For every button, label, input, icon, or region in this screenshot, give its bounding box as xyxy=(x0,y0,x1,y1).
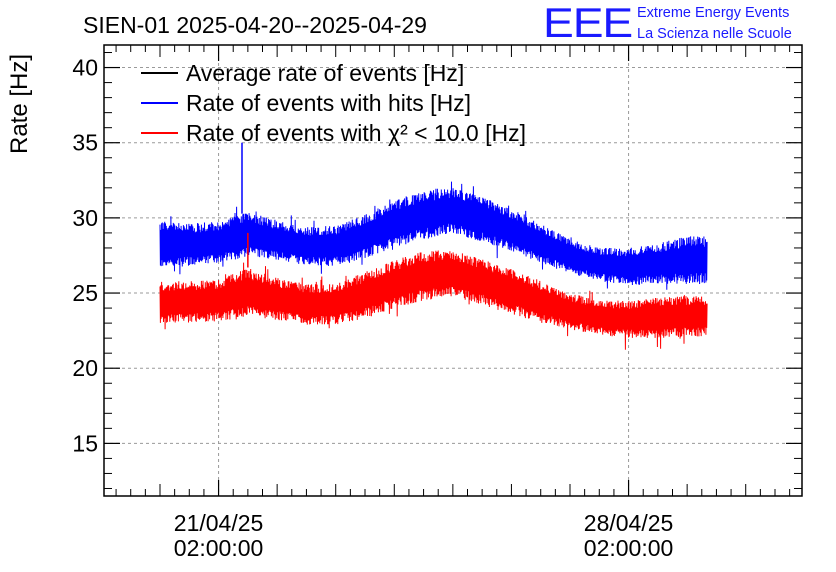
axis-ticks: 15202530354021/04/2502:00:0028/04/2502:0… xyxy=(72,45,802,561)
y-tick-label: 25 xyxy=(72,280,98,306)
series-chi2 xyxy=(159,232,708,350)
series-hits xyxy=(159,142,708,290)
y-axis-label: Rate [Hz] xyxy=(6,54,33,154)
y-tick-label: 15 xyxy=(72,430,98,456)
series-line xyxy=(159,250,708,350)
eee-logo: EEE Extreme Energy Events La Scienza nel… xyxy=(543,2,833,44)
x-tick-label-date: 28/04/25 xyxy=(584,510,674,536)
legend-entry: Rate of events with hits [Hz] xyxy=(186,90,471,116)
x-tick-label-date: 21/04/25 xyxy=(174,510,264,536)
chart-title: SIEN-01 2025-04-20--2025-04-29 xyxy=(83,12,427,38)
legend: Average rate of events [Hz] Rate of event… xyxy=(141,60,526,146)
legend-entry: Average rate of events [Hz] xyxy=(186,60,464,86)
data-series xyxy=(159,142,708,350)
x-tick-label-time: 02:00:00 xyxy=(174,535,264,561)
y-tick-label: 35 xyxy=(72,130,98,156)
y-tick-label: 30 xyxy=(72,205,98,231)
logo-line-1: Extreme Energy Events xyxy=(637,5,790,21)
legend-entry: Rate of events with χ² < 10.0 [Hz] xyxy=(186,120,526,146)
logo-mark: EEE xyxy=(543,0,633,46)
y-tick-label: 40 xyxy=(72,55,98,81)
logo-line-2: La Scienza nelle Scuole xyxy=(637,26,792,42)
y-tick-label: 20 xyxy=(72,355,98,381)
x-tick-label-time: 02:00:00 xyxy=(584,535,674,561)
series-line xyxy=(159,181,708,290)
